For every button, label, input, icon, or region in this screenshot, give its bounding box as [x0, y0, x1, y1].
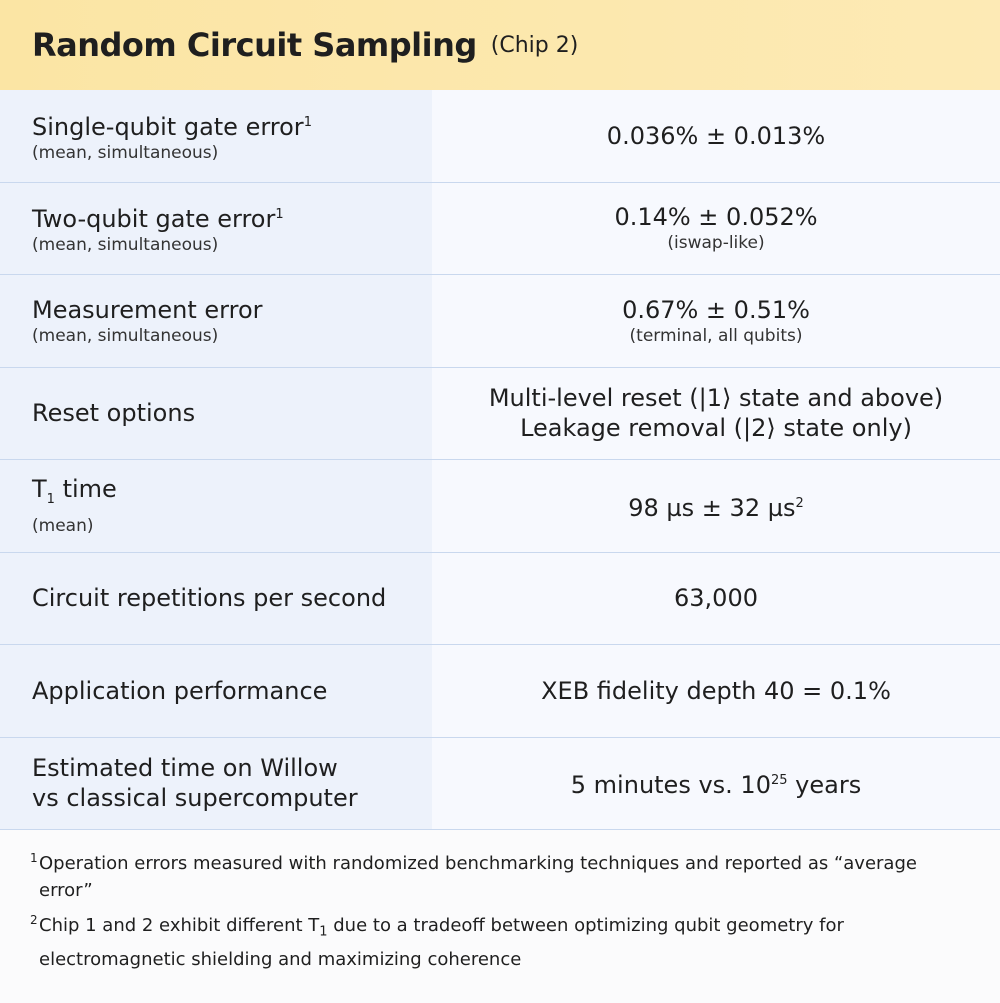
- label: Measurement error: [32, 295, 263, 324]
- footnote-mark: 1: [30, 851, 38, 865]
- value-cell: 0.14% ± 0.052% (iswap-like): [432, 182, 1000, 274]
- footnote-text: Chip 1 and 2 exhibit different T: [39, 915, 320, 936]
- label-line: Reset options: [32, 398, 432, 428]
- footnote-text-wrap: Operation errors measured with randomize…: [39, 850, 970, 904]
- label-note: (mean): [32, 516, 94, 537]
- table-row: Measurement error (mean, simultaneous) 0.6…: [0, 275, 1000, 368]
- value: 5 minutes vs. 10: [570, 771, 771, 800]
- table: Single-qubit gate error1 (mean, simultane…: [0, 90, 1000, 830]
- value-suffix: years: [787, 771, 862, 800]
- value: 63,000: [674, 584, 758, 613]
- label-note: (mean, simultaneous): [32, 235, 219, 256]
- value: Multi-level reset (|1⟩ state and above): [488, 384, 944, 413]
- label-cell: Circuit repetitions per second: [0, 552, 432, 644]
- label: T: [32, 475, 47, 504]
- label-superscript: 1: [303, 114, 312, 130]
- label-suffix: time: [54, 475, 117, 504]
- value-cell: 5 minutes vs. 1025 years: [432, 737, 1000, 829]
- footnote-text-wrap: Chip 1 and 2 exhibit different T1 due to…: [39, 912, 970, 973]
- table-row: Two-qubit gate error1 (mean, simultaneous…: [0, 182, 1000, 275]
- title: Random Circuit Sampling: [32, 26, 477, 64]
- value: XEB fidelity depth 40 = 0.1%: [541, 676, 891, 705]
- footnote: 1 Operation errors measured with randomiz…: [30, 850, 970, 904]
- value-line: 63,000: [674, 583, 758, 613]
- footnote-mark: 2: [30, 913, 38, 927]
- table-row: Single-qubit gate error1 (mean, simultane…: [0, 90, 1000, 183]
- label: Estimated time on Willow: [32, 754, 338, 783]
- label-cell: Estimated time on Willow vs classical sup…: [0, 737, 432, 829]
- value-cell: XEB fidelity depth 40 = 0.1%: [432, 645, 1000, 737]
- footnote-subscript: 1: [319, 924, 328, 940]
- label-cell: Two-qubit gate error1 (mean, simultaneous…: [0, 182, 432, 274]
- label-cell: Single-qubit gate error1 (mean, simultane…: [0, 90, 432, 182]
- label-line: Two-qubit gate error1: [32, 200, 432, 234]
- label: Single-qubit gate error: [32, 112, 304, 141]
- value-line: 5 minutes vs. 1025 years: [571, 766, 861, 800]
- label: vs classical supercomputer: [32, 784, 358, 813]
- label-subscript: 1: [46, 492, 55, 508]
- header: Random Circuit Sampling (Chip 2): [0, 0, 1000, 90]
- value: Leakage removal (|2⟩ state only): [520, 414, 912, 443]
- footnote-text: Operation errors measured with randomize…: [39, 853, 917, 901]
- table-row: T1 time (mean) 98 µs ± 32 µs2: [0, 460, 1000, 553]
- label-cell: T1 time (mean): [0, 460, 432, 552]
- footnotes: 1 Operation errors measured with randomiz…: [0, 830, 1000, 973]
- subtitle: (Chip 2): [490, 32, 579, 58]
- value-line: 0.036% ± 0.013%: [607, 121, 825, 151]
- value-line: 0.67% ± 0.51%: [622, 295, 810, 325]
- label-line: Measurement error: [32, 295, 432, 325]
- label: Reset options: [32, 399, 196, 428]
- label-note: (mean, simultaneous): [32, 142, 219, 163]
- value-cell: 98 µs ± 32 µs2: [432, 460, 1000, 552]
- label-line: Single-qubit gate error1: [32, 108, 432, 142]
- table-row: Application performance XEB fidelity dept…: [0, 645, 1000, 738]
- label: Two-qubit gate error: [32, 205, 276, 234]
- value: 0.67% ± 0.51%: [622, 295, 810, 324]
- value-line: XEB fidelity depth 40 = 0.1%: [541, 676, 891, 706]
- value-cell: Multi-level reset (|1⟩ state and above) L…: [432, 367, 1000, 459]
- label-cell: Measurement error (mean, simultaneous): [0, 275, 432, 367]
- label-note: (mean, simultaneous): [32, 325, 219, 346]
- value-line: 98 µs ± 32 µs2: [628, 489, 804, 523]
- value: 98 µs ± 32 µs: [628, 493, 796, 522]
- table-row: Reset options Multi-level reset (|1⟩ stat…: [0, 367, 1000, 460]
- label-cell: Reset options: [0, 367, 432, 459]
- value-cell: 0.67% ± 0.51% (terminal, all qubits): [432, 275, 1000, 367]
- value-note: (terminal, all qubits): [629, 325, 803, 346]
- value-cell: 0.036% ± 0.013%: [432, 90, 1000, 182]
- value-line: 0.14% ± 0.052%: [614, 202, 817, 232]
- footnote: 2 Chip 1 and 2 exhibit different T1 due t…: [30, 912, 970, 973]
- label-line: Circuit repetitions per second: [32, 583, 432, 613]
- label-line: Application performance: [32, 676, 432, 706]
- footnote-text-suffix: due to a tradeoff between optimizing qub…: [39, 915, 844, 970]
- value-note: (iswap-like): [667, 233, 765, 254]
- label-superscript: 1: [275, 207, 284, 223]
- value: 0.14% ± 0.052%: [614, 203, 818, 232]
- label-cell: Application performance: [0, 645, 432, 737]
- label-line: T1 time: [32, 474, 432, 515]
- value-cell: 63,000: [432, 552, 1000, 644]
- table-row: Estimated time on Willow vs classical sup…: [0, 737, 1000, 830]
- value: 0.036% ± 0.013%: [606, 121, 826, 150]
- value-superscript: 2: [795, 495, 804, 511]
- label: Application performance: [32, 676, 328, 705]
- value-superscript: 25: [770, 773, 788, 789]
- label: Circuit repetitions per second: [32, 584, 387, 613]
- table-row: Circuit repetitions per second 63,000: [0, 552, 1000, 645]
